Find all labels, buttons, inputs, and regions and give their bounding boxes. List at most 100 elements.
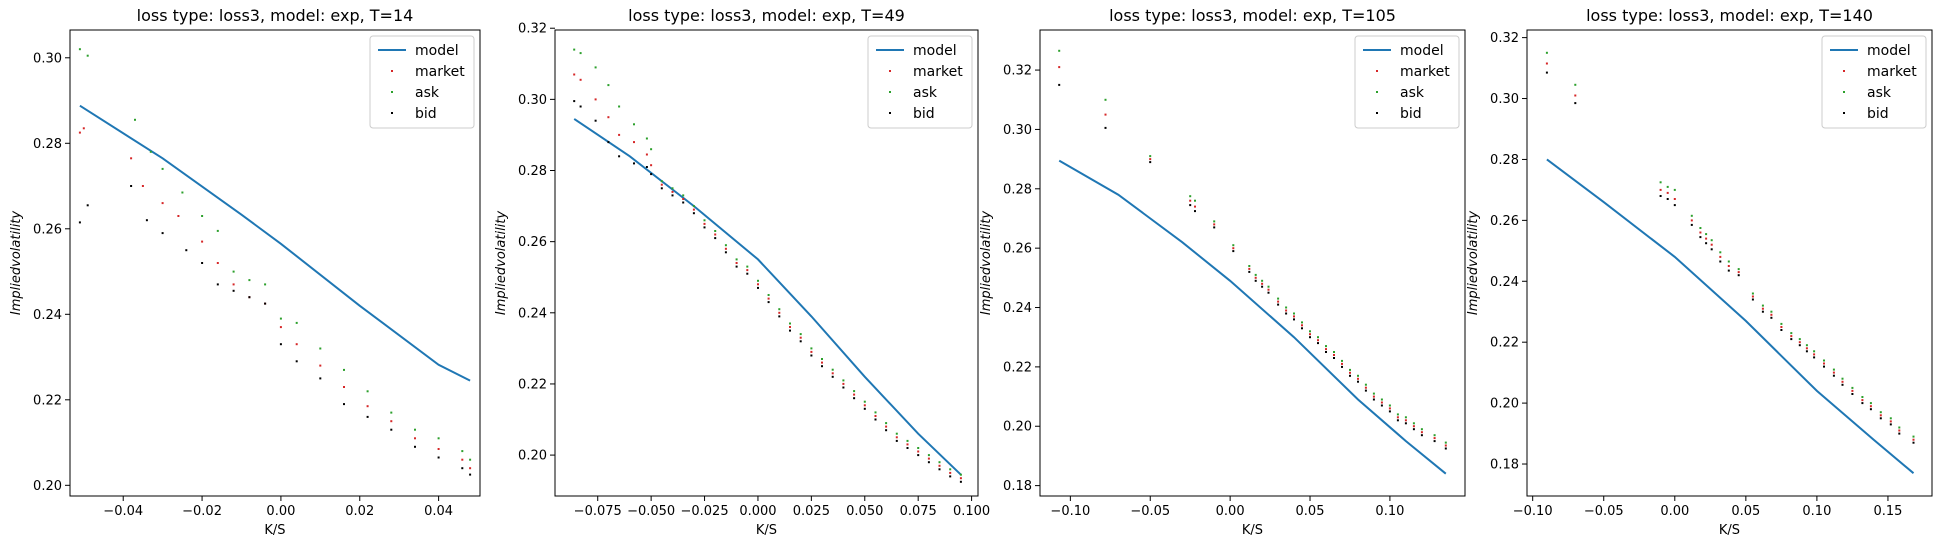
series-market-point <box>1790 335 1793 338</box>
legend-box <box>1354 35 1460 129</box>
series-bid-point <box>1388 410 1391 413</box>
series-bid-point <box>938 468 941 471</box>
y-tick-label: 0.22 <box>518 377 547 392</box>
series-market-point <box>1341 362 1343 365</box>
series-ask-point <box>1317 336 1319 339</box>
series-bid-point <box>1710 248 1713 251</box>
axes-frame <box>1039 29 1466 497</box>
legend-bid-swatch <box>391 112 393 114</box>
series-bid-point <box>1898 432 1901 435</box>
series-ask-point <box>201 215 204 217</box>
series-bid-point <box>1248 270 1251 273</box>
series-market-point <box>1719 255 1722 258</box>
series-ask-point <box>714 230 717 232</box>
series-bid-point <box>1719 260 1722 263</box>
series-ask-point <box>607 84 610 87</box>
series-market-point <box>1690 219 1693 222</box>
y-tick-label: 0.32 <box>1490 31 1519 46</box>
series-ask-point <box>78 48 81 51</box>
series-ask-point <box>1341 359 1343 362</box>
series-ask-point <box>1404 416 1407 419</box>
series-bid-point <box>1813 356 1816 359</box>
series-ask-point <box>1380 398 1383 401</box>
legend-ask-label: ask <box>415 85 440 101</box>
x-tick-label: 0.000 <box>739 504 776 519</box>
y-tick-label: 0.20 <box>1490 397 1519 412</box>
series-market-point <box>141 185 144 187</box>
series-bid-point <box>264 302 267 305</box>
y-tick-label: 0.20 <box>518 449 547 464</box>
series-ask-point <box>1372 392 1375 395</box>
legend-bid-label: bid <box>1867 106 1889 122</box>
subplot-title: loss type: loss3, model: exp, T=105 <box>1109 6 1396 25</box>
series-market-point <box>1293 315 1295 318</box>
subplot-1: loss type: loss3, model: exp, T=14 −0.04 −… <box>9 6 481 538</box>
y-axis-label: Impliedvolatility <box>979 211 994 315</box>
legend-market-swatch <box>889 70 891 72</box>
series-ask-point <box>1719 251 1722 254</box>
series-bid-point <box>1851 393 1854 395</box>
series-bid-point <box>1364 389 1367 392</box>
series-market-point <box>1851 389 1854 392</box>
x-tick-label: 0.15 <box>1873 504 1902 519</box>
series-bid-point <box>1659 195 1662 197</box>
series-market-point <box>1737 271 1740 274</box>
series-market-point <box>714 233 717 236</box>
series-ask-point <box>1232 244 1235 247</box>
y-axis-label: Impliedvolatility <box>494 211 509 315</box>
series-ask-point <box>264 283 267 286</box>
series-ask-point <box>767 294 770 296</box>
subplot-4: loss type: loss3, model: exp, T=140 −0.10… <box>1466 6 1933 538</box>
series-bid-point <box>1798 344 1801 347</box>
series-market-point <box>1770 313 1773 316</box>
series-bid-point <box>390 428 393 431</box>
series-market-point <box>1841 380 1844 383</box>
series-market-point <box>1727 265 1730 267</box>
series-bid-point <box>810 354 813 357</box>
y-tick-label: 0.28 <box>33 137 62 152</box>
series-bid-point <box>1727 269 1730 272</box>
series-market-point <box>594 98 597 101</box>
series-ask-point <box>232 270 235 273</box>
plot-area <box>1058 49 1447 475</box>
x-tick-label: 0.04 <box>424 504 453 519</box>
series-ask-point <box>1420 428 1423 431</box>
x-tick-label: 0.050 <box>846 504 883 519</box>
series-bid-point <box>1574 102 1577 105</box>
x-tick-label: 0.05 <box>1296 504 1325 519</box>
legend-bid-swatch <box>1376 112 1378 114</box>
series-ask-point <box>671 187 674 190</box>
series-bid-point <box>714 237 717 240</box>
series-market-point <box>633 141 635 144</box>
y-tick-label: 0.24 <box>1490 275 1519 290</box>
series-ask-point <box>1267 285 1270 288</box>
y-axis-label: Impliedvolatility <box>1466 211 1481 315</box>
series-bid-point <box>1737 274 1740 277</box>
y-tick-label: 0.30 <box>1003 123 1032 138</box>
series-market-point <box>799 336 802 339</box>
series-bid-point <box>842 386 845 389</box>
series-bid-point <box>767 301 770 304</box>
series-ask-point <box>1357 374 1359 377</box>
series-bid-point <box>799 340 802 343</box>
series-market-point <box>177 215 180 217</box>
series-ask-point <box>799 333 802 336</box>
series-bid-point <box>671 194 674 197</box>
series-ask-point <box>1751 292 1754 295</box>
x-tick-label: −0.10 <box>1050 504 1090 519</box>
y-tick-label: 0.32 <box>1003 64 1032 79</box>
series-market-point <box>1396 416 1399 419</box>
series-ask-point <box>735 258 738 261</box>
legend-market-label: market <box>415 64 465 80</box>
series-ask-point <box>1705 233 1708 236</box>
series-market-point <box>692 208 695 211</box>
series-bid-point <box>232 289 235 292</box>
series-ask-point <box>1388 404 1391 407</box>
series-bid-point <box>778 315 781 318</box>
series-market-point <box>645 153 648 156</box>
series-market-point <box>295 343 298 346</box>
series-bid-point <box>145 219 148 222</box>
series-ask-point <box>746 265 749 268</box>
legend-market-label: market <box>913 64 963 80</box>
